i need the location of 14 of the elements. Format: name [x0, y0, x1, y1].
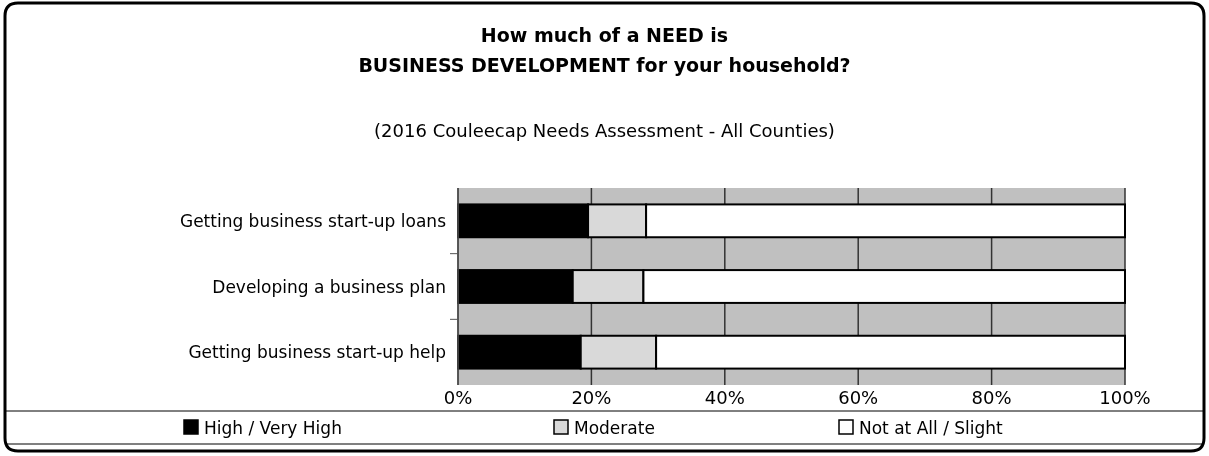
x-tick-label: 80% — [971, 387, 1012, 408]
chart-title: How much of a NEED is BUSINESS DEVELOPMENT for your household? — [358, 24, 851, 76]
y-tick-label: Developing a business plan — [212, 276, 446, 297]
chart-subtitle: (2016 Couleecap Needs Assessment - All Counties) — [374, 120, 835, 141]
x-tick-label: 60% — [838, 387, 879, 408]
x-tick-label: 0% — [443, 387, 473, 408]
y-tick-label: Getting business start-up loans — [179, 210, 447, 231]
legend-label: High / Very High — [204, 418, 342, 438]
legend-label: Not at All / Slight — [859, 418, 1004, 438]
x-tick-label: 20% — [571, 387, 612, 408]
y-tick-label: Getting business start-up help — [188, 342, 446, 363]
x-tick-label: 40% — [704, 387, 745, 408]
x-tick-label: 100% — [1099, 387, 1151, 408]
legend-label: Moderate — [574, 418, 655, 438]
